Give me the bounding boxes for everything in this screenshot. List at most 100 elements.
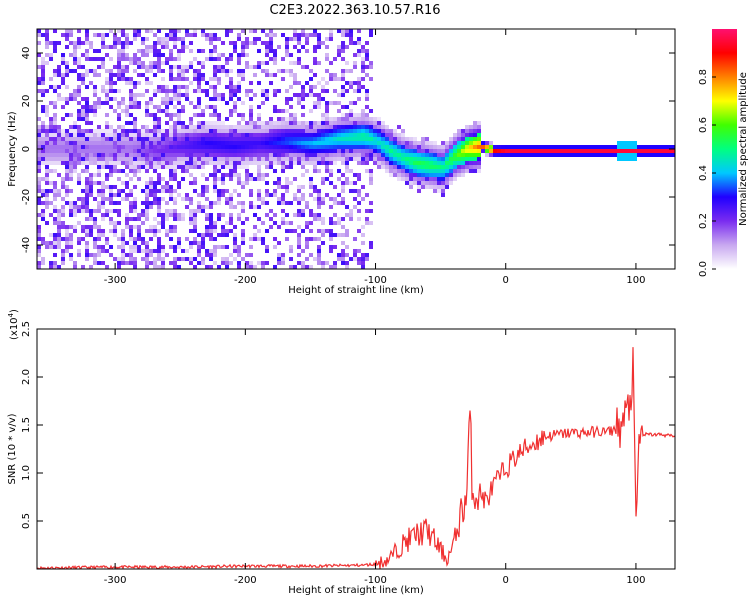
heatmap-cell [109,133,113,137]
heatmap-cell [73,165,77,169]
heatmap-cell [169,193,173,197]
heatmap-cell [349,117,353,121]
heatmap-cell [177,241,181,245]
heatmap-cell [217,141,221,145]
heatmap-cell [361,261,365,265]
heatmap-cell [357,121,361,125]
heatmap-cell [305,133,309,137]
heatmap-cell [197,73,201,77]
heatmap-cell [233,169,237,173]
heatmap-cell [41,237,45,241]
heatmap-cell [285,137,289,141]
heatmap-cell [261,69,265,73]
heatmap-cell [221,133,225,137]
heatmap-cell [105,97,109,101]
heatmap-cell [221,257,225,261]
heatmap-cell [69,137,73,141]
heatmap-cell [321,153,325,157]
heatmap-cell [189,117,193,121]
heatmap-cell [133,57,137,61]
heatmap-cell [257,125,261,129]
heatmap-cell [153,121,157,125]
heatmap-cell [461,145,465,149]
heatmap-cell [157,53,161,57]
heatmap-cell [393,133,397,137]
heatmap-cell [57,245,61,249]
heatmap-cell [185,149,189,153]
heatmap-cell [273,181,277,185]
heatmap-cell [293,121,297,125]
heatmap-cell [273,125,277,129]
heatmap-cell [321,217,325,221]
heatmap-cell [321,41,325,45]
heatmap-cell [105,153,109,157]
heatmap-cell [77,137,81,141]
heatmap-cell [345,117,349,121]
heatmap-cell [97,193,101,197]
heatmap-cell [253,133,257,137]
heatmap-cell [321,157,325,161]
heatmap-cell [257,229,261,233]
heatmap-cell [289,137,293,141]
heatmap-cell [301,105,305,109]
heatmap-cell [173,37,177,41]
heatmap-cell [97,189,101,193]
heatmap-cell [349,133,353,137]
heatmap-cell [101,137,105,141]
heatmap-cell [425,181,429,185]
heatmap-cell [145,193,149,197]
heatmap-cell [85,177,89,181]
heatmap-cell [365,129,369,133]
heatmap-cell [61,81,65,85]
heatmap-cell [301,261,305,265]
heatmap-cell [329,169,333,173]
heatmap-cell [65,133,69,137]
heatmap-cell [89,149,93,153]
heatmap-cell [421,169,425,173]
heatmap-cell [545,153,549,157]
heatmap-cell [309,69,313,73]
heatmap-cell [181,93,185,97]
heatmap-cell [45,205,49,209]
heatmap-cell [225,145,229,149]
heatmap-cell [261,129,265,133]
heatmap-cell [57,213,61,217]
heatmap-cell [553,145,557,149]
heatmap-cell [205,93,209,97]
heatmap-cell [229,133,233,137]
heatmap-cell [241,201,245,205]
heatmap-cell [253,29,257,33]
heatmap-cell [257,197,261,201]
heatmap-cell [57,157,61,161]
heatmap-cell [57,173,61,177]
heatmap-cell [113,149,117,153]
heatmap-cell [457,165,461,169]
heatmap-cell [305,41,309,45]
heatmap-cell [129,93,133,97]
heatmap-cell [189,197,193,201]
heatmap-cell [197,141,201,145]
heatmap-cell [221,53,225,57]
heatmap-cell [341,121,345,125]
heatmap-cell [289,69,293,73]
heatmap-cell [417,169,421,173]
heatmap-cell [109,153,113,157]
heatmap-cell [181,121,185,125]
heatmap-cell [81,265,85,269]
heatmap-cell [329,133,333,137]
heatmap-cell [145,149,149,153]
heatmap-cell [485,141,489,145]
heatmap-cell [113,169,117,173]
heatmap-cell [389,141,393,145]
heatmap-cell [277,133,281,137]
heatmap-cell [225,133,229,137]
heatmap-cell [253,145,257,149]
heatmap-cell [309,229,313,233]
heatmap-cell [61,105,65,109]
heatmap-cell [113,221,117,225]
heatmap-cell [133,101,137,105]
heatmap-cell [469,129,473,133]
heatmap-cell [109,165,113,169]
heatmap-cell [349,189,353,193]
heatmap-cell [113,157,117,161]
